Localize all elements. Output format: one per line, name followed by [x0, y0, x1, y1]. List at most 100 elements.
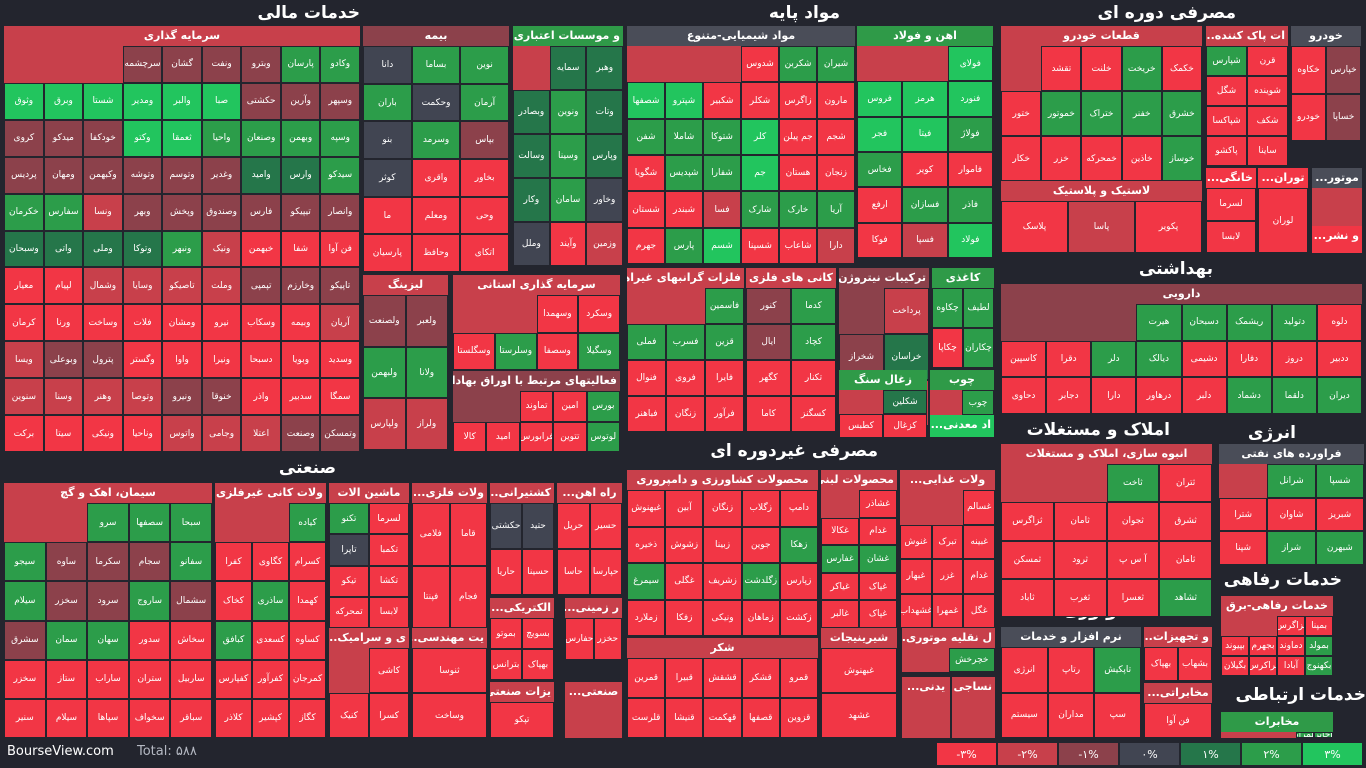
stock-tile[interactable]: سخاش: [170, 620, 212, 660]
stock-tile[interactable]: قشکر: [741, 658, 780, 698]
stock-tile[interactable]: فن آوا: [1144, 703, 1212, 738]
stock-tile[interactable]: قرن: [1247, 46, 1288, 76]
stock-tile[interactable]: خکار: [1001, 136, 1042, 181]
stock-tile[interactable]: سیلام: [45, 698, 88, 738]
stock-tile[interactable]: تیپیکو: [280, 193, 321, 231]
stock-tile[interactable]: سفانو: [170, 542, 212, 582]
stock-tile[interactable]: خپارس: [1326, 46, 1361, 94]
industry-block[interactable]: یدنی...: [902, 677, 950, 738]
industry-block[interactable]: خودرو خساپا خودرو خپارس خکاوه: [1291, 26, 1361, 141]
stock-tile[interactable]: تکشا: [369, 565, 409, 597]
stock-tile[interactable]: دلر: [1091, 340, 1137, 378]
stock-tile[interactable]: شپاکسا: [1206, 106, 1247, 136]
stock-tile[interactable]: شراز: [1267, 531, 1316, 565]
stock-tile[interactable]: کفرآور: [252, 659, 289, 699]
stock-tile[interactable]: تیکو: [329, 565, 369, 597]
stock-tile[interactable]: زنگان: [703, 490, 742, 527]
stock-tile[interactable]: مداران: [1047, 692, 1095, 738]
stock-tile[interactable]: کرمان: [4, 304, 44, 342]
stock-tile[interactable]: واتی: [43, 230, 84, 268]
stock-tile[interactable]: چکاوه: [932, 288, 963, 328]
stock-tile[interactable]: خزر: [1041, 136, 1082, 181]
stock-tile[interactable]: ثشاهد: [1159, 578, 1212, 617]
stock-tile[interactable]: جم پیلن: [779, 118, 817, 156]
stock-tile[interactable]: فجام: [449, 565, 487, 628]
stock-tile[interactable]: شپارس: [1206, 46, 1247, 76]
industry-block[interactable]: سیمان، اهک و گچ سباقر سخواف سپاها سیلام سنیر س…: [4, 483, 212, 738]
industry-header[interactable]: یزات صنعتی...: [490, 682, 554, 702]
stock-tile[interactable]: فنوال: [627, 360, 666, 396]
stock-tile[interactable]: وحکمت: [411, 83, 461, 122]
stock-tile[interactable]: ومدیر: [122, 82, 163, 120]
stock-tile[interactable]: وبرق: [43, 82, 84, 120]
stock-tile[interactable]: وبترو: [241, 46, 281, 83]
stock-tile[interactable]: واحیا: [201, 119, 242, 157]
industry-block[interactable]: چوب چوب: [930, 370, 994, 415]
industry-header[interactable]: دارویی: [1001, 284, 1362, 304]
stock-tile[interactable]: فولاژ: [947, 116, 993, 153]
stock-tile[interactable]: فرآور: [705, 396, 744, 432]
stock-tile[interactable]: وتات: [586, 90, 623, 134]
industry-header[interactable]: ولات فلزی...: [412, 483, 487, 503]
stock-tile[interactable]: خودکفا: [83, 119, 123, 157]
stock-tile[interactable]: براکرس: [1249, 656, 1277, 676]
stock-tile[interactable]: ساوه: [45, 542, 88, 582]
stock-tile[interactable]: کچاد: [791, 324, 836, 360]
stock-tile[interactable]: شترا: [1219, 497, 1268, 532]
stock-tile[interactable]: دلقما: [1271, 377, 1317, 414]
stock-tile[interactable]: واتوس: [162, 415, 202, 452]
stock-tile[interactable]: ثاباد: [1001, 578, 1054, 617]
stock-tile[interactable]: غشهد: [821, 693, 897, 738]
stock-tile[interactable]: کنور: [746, 288, 791, 324]
stock-tile[interactable]: ونیک: [201, 230, 242, 268]
stock-tile[interactable]: قزوین: [779, 698, 818, 738]
industry-header[interactable]: شکر: [627, 638, 818, 658]
industry-block[interactable]: ر زمینی... حخزر حفارس: [565, 598, 622, 660]
stock-tile[interactable]: وهبر: [586, 46, 623, 90]
stock-tile[interactable]: تپکو: [490, 702, 554, 738]
stock-tile[interactable]: دتولید: [1271, 304, 1317, 341]
stock-tile[interactable]: دلوه: [1316, 304, 1362, 341]
stock-tile[interactable]: جوین: [741, 526, 780, 563]
stock-tile[interactable]: وصندوق: [201, 193, 242, 231]
stock-tile[interactable]: فروس: [857, 81, 903, 117]
stock-tile[interactable]: کوثر: [363, 159, 412, 197]
industry-header[interactable]: یت مهندسی...: [412, 628, 487, 648]
stock-tile[interactable]: کگاوی: [252, 542, 289, 582]
stock-tile[interactable]: فنورد: [947, 81, 993, 117]
industry-header[interactable]: محصولات کشاورزی و دامپروری: [627, 470, 818, 490]
stock-tile[interactable]: وسایا: [122, 267, 163, 305]
industry-block[interactable]: راه اهن... حپارسا حاسا حسیر حریل: [557, 483, 622, 595]
industry-header[interactable]: موتور...: [1312, 168, 1362, 188]
stock-tile[interactable]: بپیوند: [1221, 636, 1249, 656]
stock-tile[interactable]: دحاوی: [1001, 377, 1047, 414]
stock-tile[interactable]: ونفت: [201, 46, 242, 83]
stock-tile[interactable]: تکمبا: [369, 534, 409, 566]
stock-tile[interactable]: پارس: [665, 227, 703, 264]
stock-tile[interactable]: زنجان: [817, 155, 855, 192]
stock-tile[interactable]: وسصفا: [536, 332, 579, 370]
stock-tile[interactable]: لسرما: [1206, 188, 1256, 221]
industry-header[interactable]: ل نقلیه موتوری...: [902, 628, 995, 648]
stock-tile[interactable]: کسرام: [289, 542, 326, 582]
stock-tile[interactable]: وسینا: [549, 134, 587, 178]
stock-tile[interactable]: ولصنعت: [363, 295, 406, 347]
stock-tile[interactable]: زاگرس: [779, 82, 817, 119]
stock-tile[interactable]: فملی: [627, 324, 666, 360]
stock-tile[interactable]: قهکمت: [703, 698, 742, 738]
stock-tile[interactable]: فسازان: [902, 187, 948, 223]
stock-tile[interactable]: حکشتی: [490, 503, 522, 549]
stock-tile[interactable]: شبندر: [665, 191, 703, 228]
industry-block[interactable]: نساجی: [952, 677, 995, 738]
industry-block[interactable]: ولات فلزی... فجام فپنتا قاما فلامی: [412, 483, 487, 628]
industry-header[interactable]: فلزات گرانبهای غیراهن: [627, 268, 744, 288]
stock-tile[interactable]: صبا: [201, 82, 242, 120]
stock-tile[interactable]: زبینا: [703, 526, 742, 563]
stock-tile[interactable]: غالبر: [821, 600, 859, 628]
stock-tile[interactable]: سرود: [87, 581, 129, 621]
industry-header[interactable]: نرم افزار و خدمات: [1001, 627, 1141, 647]
stock-tile[interactable]: بزاگرس: [1277, 616, 1305, 636]
industry-block[interactable]: بیمه اتکای وحافظ پارسیان وحی ومعلم ما بخاور واقر…: [363, 26, 509, 272]
stock-tile[interactable]: تماوند: [519, 391, 554, 422]
stock-tile[interactable]: مارون: [817, 82, 855, 119]
